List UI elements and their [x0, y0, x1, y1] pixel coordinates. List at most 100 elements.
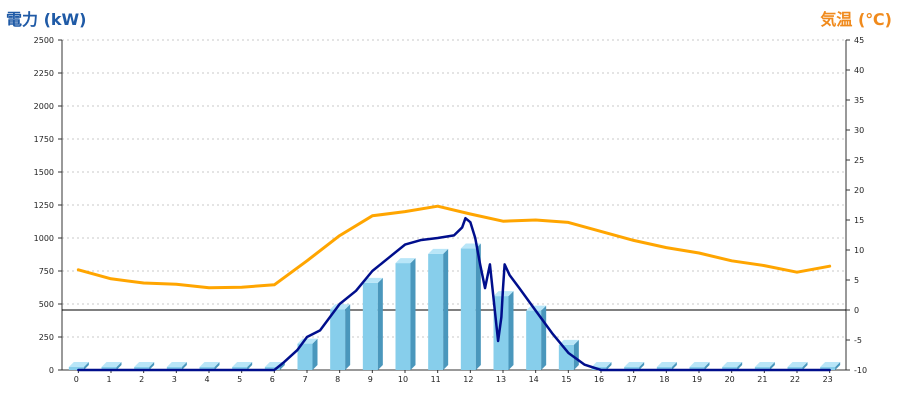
x-tick-label: 16 — [594, 375, 604, 384]
power-bar-side — [181, 362, 187, 370]
x-tick-label: 21 — [757, 375, 767, 384]
x-tick-label: 11 — [431, 375, 441, 384]
right-tick-label: -5 — [854, 336, 862, 345]
power-bar — [264, 367, 280, 370]
power-bar — [395, 263, 411, 370]
power-bar — [101, 367, 117, 370]
power-bar-side — [377, 277, 383, 370]
right-tick-label: 40 — [854, 66, 864, 75]
right-tick-label: 15 — [854, 216, 864, 225]
power-bar-top — [395, 258, 416, 264]
power-bar — [722, 367, 738, 370]
right-tick-label: 20 — [854, 186, 864, 195]
left-tick-label: 0 — [49, 366, 54, 375]
x-tick-label: 14 — [529, 375, 539, 384]
power-bar-top — [199, 362, 220, 367]
power-bar-top — [591, 362, 612, 367]
x-tick-label: 8 — [335, 375, 340, 384]
power-bar-top — [68, 362, 89, 367]
power-bar-side — [802, 362, 808, 370]
power-bar-top — [558, 339, 579, 345]
temperature-line — [76, 204, 832, 290]
power-bar — [624, 367, 640, 370]
power-bar — [787, 367, 803, 370]
power-bar-side — [214, 362, 220, 370]
power-bar-side — [835, 362, 841, 370]
right-tick-label: 25 — [854, 156, 864, 165]
right-tick-label: 30 — [854, 126, 864, 135]
power-bar-side — [606, 362, 612, 370]
power-bar — [460, 248, 476, 370]
power-bar — [68, 367, 84, 370]
power-bar — [754, 367, 770, 370]
right-tick-label: 10 — [854, 246, 864, 255]
power-bar — [362, 282, 378, 370]
x-tick-label: 9 — [368, 375, 373, 384]
power-bar-top — [166, 362, 187, 367]
power-bar-side — [573, 339, 579, 370]
x-tick-label: 4 — [204, 375, 209, 384]
power-bar-side — [247, 362, 253, 370]
x-tick-label: 0 — [74, 375, 79, 384]
power-bar-top — [101, 362, 122, 367]
power-bar — [656, 367, 672, 370]
x-tick-label: 15 — [561, 375, 571, 384]
right-tick-label: 45 — [854, 36, 864, 45]
right-tick-label: 0 — [854, 306, 859, 315]
power-bar-side — [671, 362, 677, 370]
left-tick-label: 2000 — [34, 102, 54, 111]
left-tick-label: 750 — [39, 267, 54, 276]
left-tick-label: 2250 — [34, 69, 54, 78]
left-tick-label: 1250 — [34, 201, 54, 210]
power-bar-side — [508, 291, 514, 370]
power-bar-top — [656, 362, 677, 367]
x-tick-label: 1 — [106, 375, 111, 384]
left-tick-label: 250 — [39, 333, 54, 342]
x-tick-label: 7 — [302, 375, 307, 384]
power-bar — [689, 367, 705, 370]
right-axis-title: 気温 (℃) — [820, 10, 892, 29]
power-bar-side — [737, 362, 743, 370]
x-tick-label: 23 — [823, 375, 833, 384]
power-bar-side — [541, 305, 547, 370]
power-bar-side — [639, 362, 645, 370]
left-tick-label: 500 — [39, 300, 54, 309]
x-tick-label: 3 — [172, 375, 177, 384]
power-bar — [526, 310, 542, 370]
power-bar-top — [624, 362, 645, 367]
x-tick-label: 19 — [692, 375, 702, 384]
power-bar-top — [754, 362, 775, 367]
power-bar-side — [345, 304, 351, 370]
power-bar — [330, 309, 346, 370]
power-bar-top — [526, 305, 547, 311]
left-axis-title: 電力 (kW) — [6, 10, 87, 29]
power-bar-side — [704, 362, 710, 370]
power-bar-top — [232, 362, 253, 367]
x-tick-label: 13 — [496, 375, 506, 384]
left-tick-label: 1500 — [34, 168, 54, 177]
power-bar-top — [787, 362, 808, 367]
power-bar-top — [689, 362, 710, 367]
power-bar — [166, 367, 182, 370]
x-tick-label: 12 — [463, 375, 473, 384]
power-line — [77, 216, 831, 372]
x-tick-label: 20 — [725, 375, 735, 384]
x-tick-label: 6 — [270, 375, 275, 384]
power-bar-top — [134, 362, 155, 367]
power-bar-top — [820, 362, 841, 367]
power-bar — [134, 367, 150, 370]
right-tick-label: 35 — [854, 96, 864, 105]
left-tick-label: 1000 — [34, 234, 54, 243]
x-tick-label: 22 — [790, 375, 800, 384]
power-bar-side — [83, 362, 89, 370]
left-tick-label: 1750 — [34, 135, 54, 144]
power-bar — [428, 253, 444, 370]
power-bar-top — [362, 277, 383, 283]
power-bar — [820, 367, 836, 370]
power-bar-side — [116, 362, 122, 370]
power-bar-side — [149, 362, 155, 370]
x-tick-label: 5 — [237, 375, 242, 384]
power-bar-top — [722, 362, 743, 367]
x-tick-label: 10 — [398, 375, 408, 384]
